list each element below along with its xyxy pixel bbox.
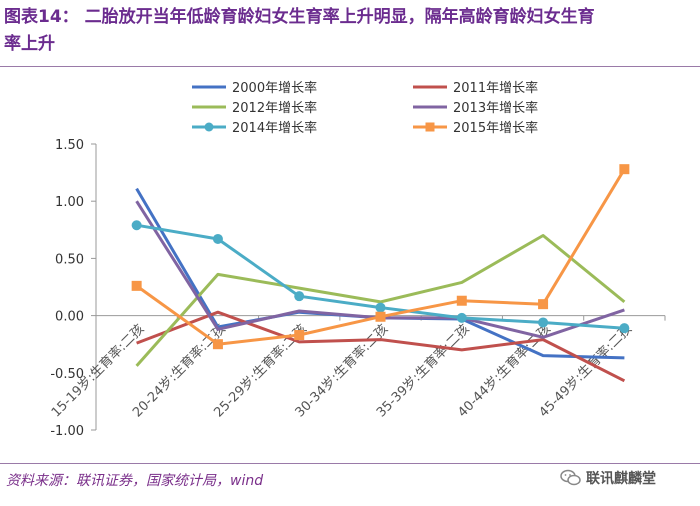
legend-label: 2000年增长率 <box>232 80 317 96</box>
wechat-icon <box>560 469 581 486</box>
data-point <box>456 312 467 323</box>
legend-label: 2011年增长率 <box>453 80 538 96</box>
y-tick-label: 0.50 <box>55 252 84 267</box>
legend-label: 2014年增长率 <box>232 120 317 136</box>
x-tick-label: 20-24岁:生育率:二孩 <box>129 321 228 420</box>
bottom-divider <box>0 463 700 464</box>
data-point <box>131 220 142 231</box>
y-tick-label: 1.00 <box>55 195 84 210</box>
legend-marker <box>204 122 214 132</box>
legend-item-5: 2015年增长率 <box>413 120 538 136</box>
data-point <box>375 302 386 313</box>
data-point <box>212 339 223 350</box>
data-point <box>619 164 630 175</box>
data-point <box>538 299 549 310</box>
chart-title-line1: 图表14： 二胎放开当年低龄育龄妇女生育率上升明显，隔年高龄育龄妇女生育 <box>4 7 595 27</box>
brand-watermark: 联讯麒麟堂 <box>560 468 656 488</box>
x-tick-label: 30-34岁:生育率:二孩 <box>292 321 391 420</box>
y-tick-label: -0.50 <box>50 367 84 382</box>
x-axis: 15-19岁:生育率:二孩20-24岁:生育率:二孩25-29岁:生育率:二孩3… <box>48 315 666 420</box>
legend-label: 2013年增长率 <box>453 100 538 116</box>
plot-area <box>131 164 630 383</box>
data-point <box>375 311 386 322</box>
data-point <box>538 317 549 328</box>
y-tick-label: 0.00 <box>55 310 84 325</box>
chart-title-line2: 率上升 <box>4 34 55 54</box>
data-point <box>294 291 305 302</box>
data-point <box>619 323 630 334</box>
brand-name: 联讯麒麟堂 <box>586 471 656 487</box>
legend-label: 2012年增长率 <box>232 100 317 116</box>
data-point <box>456 295 467 306</box>
line-chart: 2000年增长率 2011年增长率 2012年增长率 2013年增长率 2014年增长率… <box>48 80 666 439</box>
chart-title: 图表14： 二胎放开当年低龄育龄妇女生育率上升明显，隔年高龄育龄妇女生育 率上升 <box>4 4 696 58</box>
legend-marker <box>425 122 435 132</box>
legend-label: 2015年增长率 <box>453 120 538 136</box>
legend: 2000年增长率 2011年增长率 2012年增长率 2013年增长率 2014年增长率… <box>192 80 538 136</box>
legend-item-0: 2000年增长率 <box>192 80 317 96</box>
legend-item-3: 2013年增长率 <box>413 100 538 116</box>
legend-item-2: 2012年增长率 <box>192 100 317 116</box>
legend-item-1: 2011年增长率 <box>413 80 538 96</box>
top-divider <box>0 66 700 67</box>
y-axis: 1.50 1.00 0.50 0.00 -0.50 -1.00 <box>50 138 97 439</box>
data-point <box>131 280 142 291</box>
source-note: 资料来源：联讯证券，国家统计局，wind <box>6 473 264 489</box>
data-point <box>294 330 305 341</box>
data-point <box>212 233 223 244</box>
x-tick-label: 35-39岁:生育率:二孩 <box>373 321 472 420</box>
legend-item-4: 2014年增长率 <box>192 120 317 136</box>
y-tick-label: 1.50 <box>55 138 84 153</box>
series-line-1 <box>136 310 626 383</box>
series-line-2 <box>135 234 626 367</box>
y-tick-label: -1.00 <box>50 424 84 439</box>
